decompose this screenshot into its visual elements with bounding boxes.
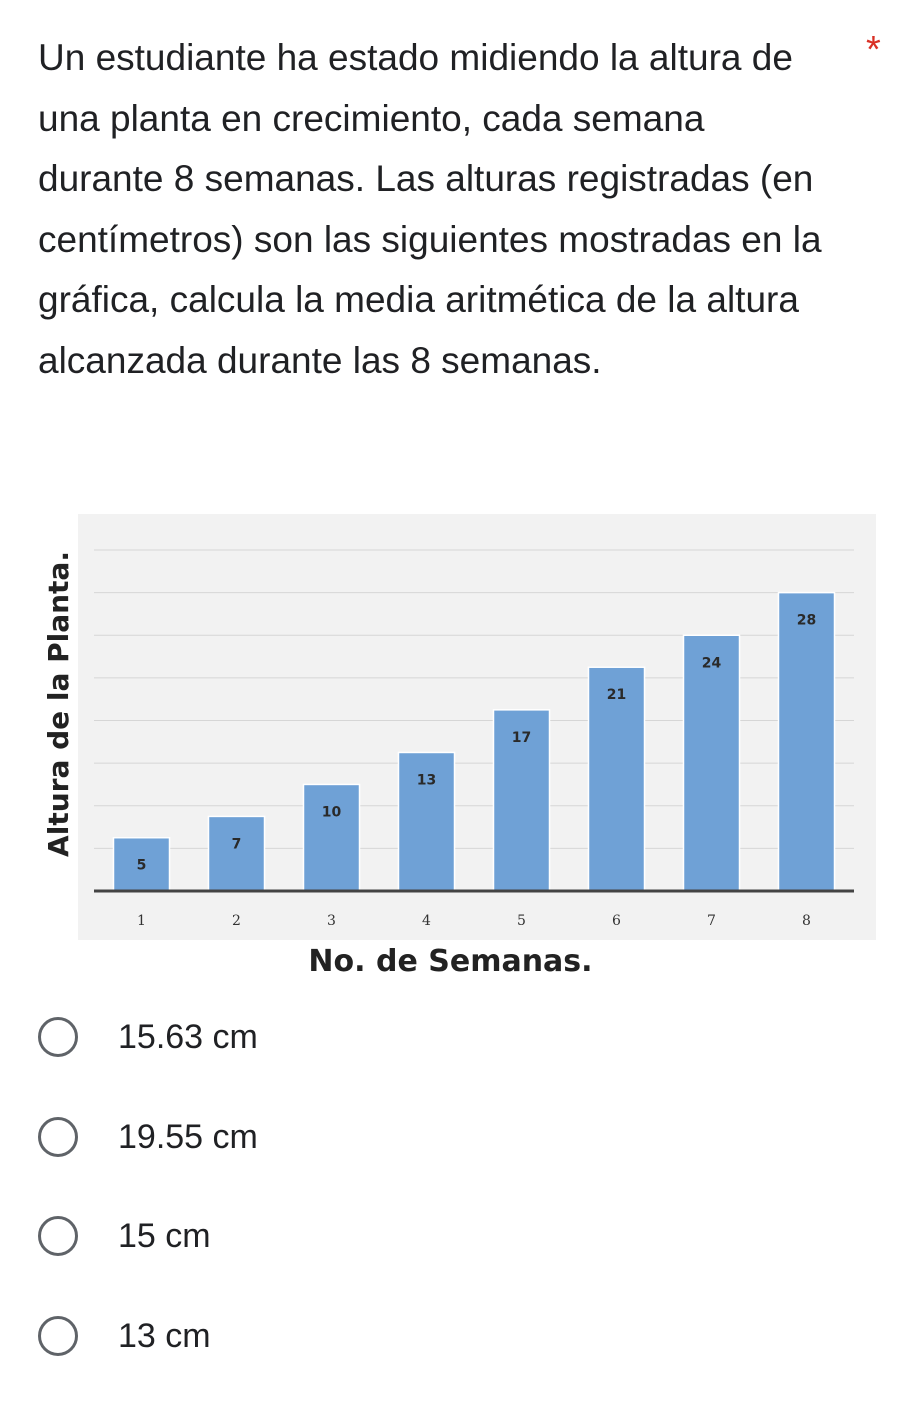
y-axis-title: Altura de la Planta. — [42, 551, 75, 857]
bar — [492, 709, 551, 892]
option-label: 15.63 cm — [118, 1017, 258, 1056]
option-4[interactable]: 13 cm — [38, 1311, 211, 1361]
bar — [777, 591, 836, 892]
bar — [682, 634, 741, 892]
bar — [112, 836, 171, 892]
bar — [207, 815, 266, 892]
x-tick-label: 4 — [422, 913, 431, 929]
radio-button-icon[interactable] — [38, 1017, 78, 1057]
option-2[interactable]: 19.55 cm — [38, 1112, 258, 1162]
question-text: Un estudiante ha estado midiendo la altu… — [38, 37, 822, 381]
data-label: 5 — [137, 858, 147, 874]
data-label: 10 — [322, 804, 342, 820]
required-asterisk: * — [866, 29, 881, 71]
x-tick-label: 5 — [517, 913, 526, 929]
data-label: 24 — [702, 655, 722, 671]
radio-button-icon[interactable] — [38, 1316, 78, 1356]
x-tick-label: 7 — [707, 913, 716, 929]
radio-button-icon[interactable] — [38, 1216, 78, 1256]
x-tick-label: 2 — [232, 913, 241, 929]
chart-container: 5 1 7 2 10 3 13 4 17 5 21 6 24 7 28 8 Altura de la Plant… — [38, 500, 876, 945]
radio-button-icon[interactable] — [38, 1117, 78, 1157]
bar — [587, 666, 646, 892]
data-label: 28 — [797, 613, 816, 629]
x-tick-label: 6 — [612, 913, 621, 929]
option-label: 15 cm — [118, 1216, 211, 1255]
data-label: 13 — [417, 772, 436, 788]
option-label: 19.55 cm — [118, 1117, 258, 1156]
option-label: 13 cm — [118, 1316, 211, 1355]
option-1[interactable]: 15.63 cm — [38, 1012, 258, 1062]
x-tick-label: 8 — [802, 913, 811, 929]
x-axis-title: No. de Semanas. — [308, 944, 593, 979]
data-label: 17 — [512, 730, 531, 746]
bar — [302, 783, 361, 892]
option-3[interactable]: 15 cm — [38, 1211, 211, 1261]
data-label: 7 — [232, 836, 242, 852]
x-tick-label: 1 — [137, 913, 146, 929]
x-tick-label: 3 — [327, 913, 336, 929]
data-label: 21 — [607, 687, 626, 703]
plot-area — [78, 514, 876, 940]
